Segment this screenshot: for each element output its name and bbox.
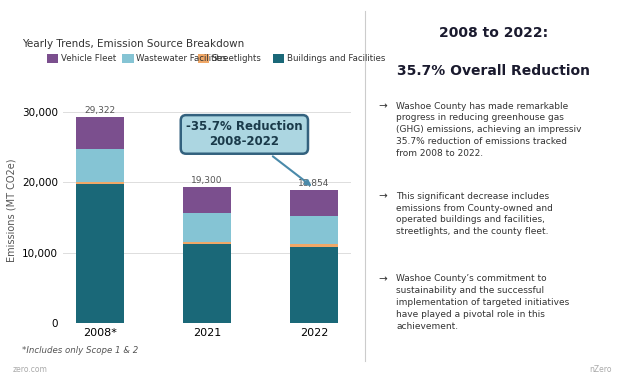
- Bar: [76, 185, 124, 323]
- Bar: [183, 213, 231, 242]
- Bar: [76, 149, 124, 182]
- Bar: [290, 244, 338, 247]
- Text: →: →: [379, 192, 387, 202]
- Text: Yearly Trends, Emission Source Breakdown: Yearly Trends, Emission Source Breakdown: [22, 39, 244, 50]
- Text: zero.com: zero.com: [13, 365, 48, 374]
- Text: *Includes only Scope 1 & 2: *Includes only Scope 1 & 2: [22, 346, 138, 355]
- Text: →: →: [379, 274, 387, 285]
- Text: Vehicle Fleet: Vehicle Fleet: [61, 54, 116, 63]
- Text: nZero: nZero: [589, 365, 611, 374]
- Text: Streetlights: Streetlights: [211, 54, 261, 63]
- Text: -35.7% Reduction
2008-2022: -35.7% Reduction 2008-2022: [186, 120, 310, 185]
- Text: Wastewater Facilities: Wastewater Facilities: [136, 54, 227, 63]
- Bar: [183, 187, 231, 213]
- Text: 19,300: 19,300: [191, 176, 223, 185]
- Text: Washoe County has made remarkable
progress in reducing greenhouse gas
(GHG) emis: Washoe County has made remarkable progre…: [396, 102, 582, 158]
- Bar: [183, 244, 231, 323]
- Text: Washoe County’s commitment to
sustainability and the successful
implementation o: Washoe County’s commitment to sustainabi…: [396, 274, 569, 331]
- Text: This significant decrease includes
emissions from County-owned and
operated buil: This significant decrease includes emiss…: [396, 192, 553, 236]
- Bar: [290, 217, 338, 244]
- Text: 29,322: 29,322: [84, 106, 115, 115]
- Bar: [76, 117, 124, 149]
- Text: →: →: [379, 102, 387, 112]
- Text: 2008 to 2022:: 2008 to 2022:: [439, 26, 548, 40]
- Text: 18,854: 18,854: [298, 179, 330, 188]
- Bar: [183, 242, 231, 244]
- Text: 35.7% Overall Reduction: 35.7% Overall Reduction: [397, 64, 590, 78]
- Bar: [76, 182, 124, 185]
- Text: Buildings and Facilities: Buildings and Facilities: [287, 54, 385, 63]
- Bar: [290, 190, 338, 217]
- Bar: [290, 247, 338, 323]
- Y-axis label: Emissions (MT CO2e): Emissions (MT CO2e): [6, 159, 16, 262]
